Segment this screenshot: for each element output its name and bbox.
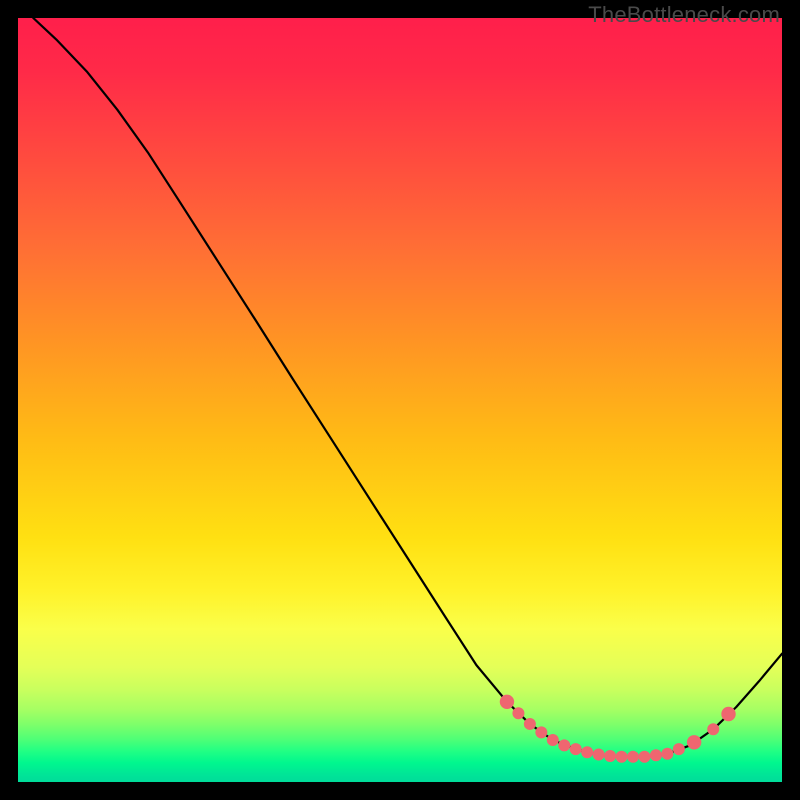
chart-frame: TheBottleneck.com: [0, 0, 800, 800]
marker-point: [570, 743, 582, 755]
marker-point: [650, 749, 662, 761]
marker-point: [673, 743, 685, 755]
marker-point: [661, 748, 673, 760]
marker-point: [638, 751, 650, 763]
marker-point: [616, 751, 628, 763]
marker-point: [721, 707, 735, 721]
marker-point: [604, 750, 616, 762]
chart-svg: [18, 18, 782, 782]
marker-point: [627, 751, 639, 763]
marker-point: [593, 749, 605, 761]
marker-point: [547, 734, 559, 746]
marker-point: [558, 739, 570, 751]
marker-point: [500, 695, 514, 709]
marker-point: [581, 746, 593, 758]
marker-point: [687, 735, 701, 749]
plot-area: [18, 18, 782, 782]
marker-point: [535, 726, 547, 738]
marker-point: [512, 707, 524, 719]
marker-point: [707, 723, 719, 735]
marker-point: [524, 718, 536, 730]
watermark-text: TheBottleneck.com: [588, 2, 780, 28]
